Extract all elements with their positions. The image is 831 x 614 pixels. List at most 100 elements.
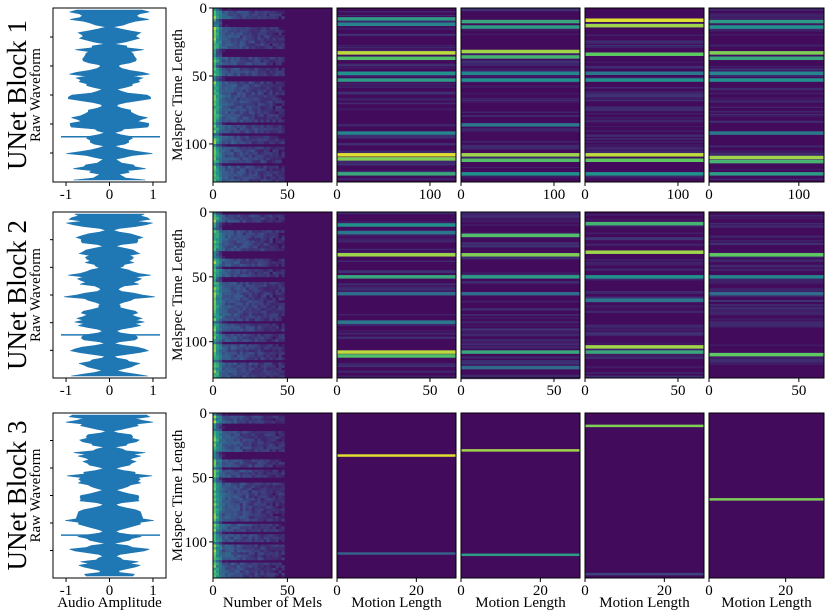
melspec-cell bbox=[239, 526, 244, 530]
melspec-cell bbox=[272, 300, 276, 304]
attention-stripe bbox=[461, 166, 580, 169]
attention-band bbox=[461, 172, 580, 176]
melspec-cell bbox=[224, 13, 229, 17]
melspec-cell bbox=[227, 339, 232, 342]
melspec-cell bbox=[236, 258, 241, 262]
attention-stripe bbox=[461, 328, 580, 330]
melspec-cell bbox=[272, 10, 276, 14]
melspec-cell bbox=[254, 97, 258, 101]
melspec-cell bbox=[213, 503, 217, 507]
melspec-cell bbox=[266, 307, 270, 311]
melspec-cell bbox=[257, 243, 261, 247]
melspec-cell bbox=[266, 490, 270, 494]
melspec-cell bbox=[218, 100, 223, 104]
melspec-cell bbox=[281, 534, 285, 538]
melspec-cell bbox=[239, 105, 244, 109]
melspec-cell bbox=[281, 114, 285, 118]
melspec-cell bbox=[236, 152, 241, 156]
melspec-cell bbox=[281, 500, 285, 504]
melspec-cell bbox=[245, 35, 249, 39]
melspec-cell bbox=[215, 114, 220, 118]
melspec-cell bbox=[213, 119, 217, 123]
melspec-cell bbox=[218, 149, 223, 153]
melspec-cell bbox=[227, 154, 232, 158]
melspec-cell bbox=[224, 127, 229, 131]
melspec-cell bbox=[257, 157, 261, 161]
melspec-cell bbox=[230, 179, 235, 183]
melspec-cell bbox=[272, 436, 276, 440]
melspec-cell bbox=[224, 135, 229, 139]
melspec-cell bbox=[257, 449, 261, 452]
melspec-cell bbox=[269, 313, 273, 317]
melspec-cell bbox=[254, 46, 258, 50]
melspec-cell bbox=[257, 352, 261, 355]
melspec-cell bbox=[251, 152, 255, 156]
melspec-cell bbox=[272, 526, 276, 530]
melspec-cell bbox=[221, 235, 226, 239]
melspec-cell bbox=[257, 315, 261, 319]
melspec-cell bbox=[281, 498, 285, 501]
melspec-cell bbox=[248, 67, 252, 71]
melspec-cell bbox=[257, 326, 261, 330]
melspec-cell bbox=[275, 86, 279, 90]
melspec-cell bbox=[281, 108, 285, 112]
melspec-cell bbox=[281, 271, 285, 275]
melspec-cell bbox=[213, 425, 217, 429]
melspec-cell bbox=[230, 459, 235, 463]
melspec-cell bbox=[221, 315, 226, 319]
melspec-cell bbox=[242, 10, 247, 14]
melspec-ytick-label: 0 bbox=[200, 1, 208, 17]
melspec-cell bbox=[251, 217, 255, 221]
melspec-cell bbox=[275, 505, 279, 509]
melspec-cell bbox=[239, 160, 244, 164]
melspec-cell bbox=[213, 323, 217, 327]
melspec-cell bbox=[278, 420, 282, 424]
melspec-cell bbox=[257, 328, 261, 332]
melspec-cell bbox=[281, 323, 285, 327]
melspec-cell bbox=[257, 474, 261, 478]
melspec-cell bbox=[257, 482, 261, 486]
melspec-cell bbox=[242, 73, 247, 77]
melspec-cell bbox=[263, 176, 267, 180]
melspec-cell bbox=[260, 40, 264, 44]
melspec-cell bbox=[266, 245, 270, 249]
melspec-cell bbox=[215, 320, 220, 324]
melspec-cell bbox=[215, 307, 220, 311]
attention-xtick-label: 0 bbox=[581, 187, 589, 203]
melspec-cell bbox=[218, 425, 223, 429]
melspec-cell bbox=[236, 487, 241, 491]
attention-stripe bbox=[337, 73, 456, 77]
melspec-cell bbox=[257, 346, 261, 350]
melspec-cell bbox=[221, 111, 226, 115]
melspec-cell bbox=[272, 35, 276, 39]
melspec-cell bbox=[281, 503, 285, 507]
melspec-cell bbox=[221, 154, 226, 158]
melspec-cell bbox=[242, 544, 247, 548]
melspec-cell bbox=[245, 116, 249, 120]
melspec-cell bbox=[224, 73, 229, 77]
melspec-cell bbox=[275, 367, 279, 371]
melspec-cell bbox=[230, 500, 235, 504]
melspec-cell bbox=[224, 165, 229, 169]
melspec-cell bbox=[269, 492, 273, 496]
melspec-cell bbox=[269, 289, 273, 293]
melspec-cell bbox=[227, 105, 232, 109]
melspec-cell bbox=[263, 230, 267, 234]
melspec-cell bbox=[215, 328, 220, 332]
melspec-cell bbox=[269, 217, 273, 221]
melspec-cell bbox=[269, 346, 273, 350]
melspec-cell bbox=[236, 284, 241, 288]
attention-stripe bbox=[461, 314, 580, 316]
melspec-cell bbox=[227, 261, 232, 265]
melspec-cell bbox=[242, 297, 247, 301]
melspec-cell bbox=[215, 65, 220, 69]
melspec-cell bbox=[242, 27, 247, 31]
melspec-cell bbox=[215, 431, 220, 434]
melspec-cell bbox=[213, 263, 217, 267]
melspec-cell bbox=[251, 367, 255, 371]
melspec-cell bbox=[224, 328, 229, 332]
melspec-cell bbox=[266, 346, 270, 350]
melspec-cell bbox=[242, 240, 247, 244]
melspec-cell bbox=[260, 127, 264, 131]
